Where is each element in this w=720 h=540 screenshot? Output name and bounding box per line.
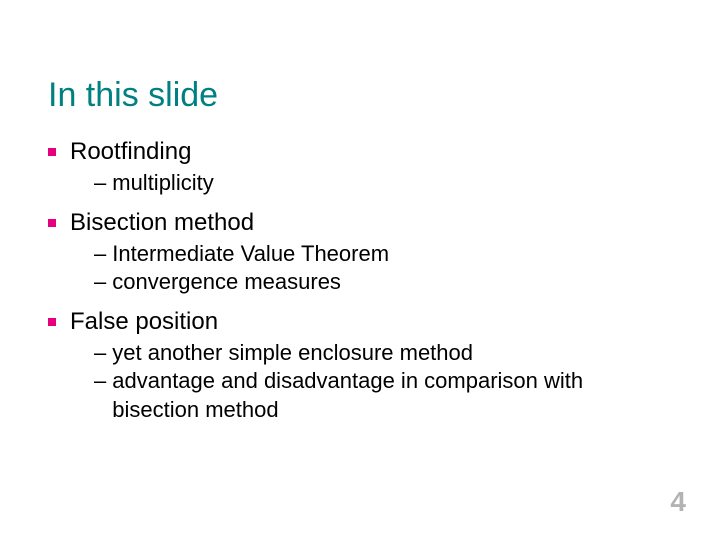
sub-list-item-label: Intermediate Value Theorem [112,240,389,269]
sub-list-item-label: advantage and disadvantage in comparison… [112,367,672,424]
sub-list-item: – convergence measures [94,268,672,297]
sub-list-item: – advantage and disadvantage in comparis… [94,367,672,424]
sub-list-item-label: yet another simple enclosure method [112,339,473,368]
sub-list: – yet another simple enclosure method – … [94,339,672,425]
sub-list-item: – yet another simple enclosure method [94,339,672,368]
square-bullet-icon [48,219,56,227]
sub-list: – Intermediate Value Theorem – convergen… [94,240,672,297]
list-item: False position [48,307,672,337]
list-item-label: Rootfinding [70,137,191,167]
sub-list-item: – Intermediate Value Theorem [94,240,672,269]
sub-list-item: – multiplicity [94,169,672,198]
page-number: 4 [670,486,686,518]
sub-list-item-label: convergence measures [112,268,341,297]
dash-bullet-icon: – [94,367,106,396]
dash-bullet-icon: – [94,169,106,198]
bullet-list: Rootfinding – multiplicity Bisection met… [48,137,672,425]
square-bullet-icon [48,318,56,326]
square-bullet-icon [48,148,56,156]
dash-bullet-icon: – [94,339,106,368]
list-item-label: False position [70,307,218,337]
slide: In this slide Rootfinding – multiplicity… [0,0,720,540]
dash-bullet-icon: – [94,268,106,297]
sub-list: – multiplicity [94,169,672,198]
list-item: Bisection method [48,208,672,238]
list-item: Rootfinding [48,137,672,167]
list-item-label: Bisection method [70,208,254,238]
dash-bullet-icon: – [94,240,106,269]
sub-list-item-label: multiplicity [112,169,213,198]
slide-title: In this slide [48,76,672,115]
